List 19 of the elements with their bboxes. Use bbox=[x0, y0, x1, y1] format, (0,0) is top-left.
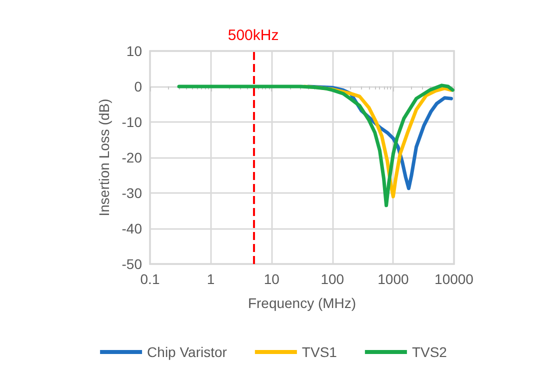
y-tick-label: -30 bbox=[122, 185, 142, 201]
y-tick-label: -40 bbox=[122, 220, 142, 236]
x-tick-label: 10 bbox=[264, 271, 280, 287]
y-axis-title: Insertion Loss (dB) bbox=[96, 98, 112, 216]
y-tick-label: -10 bbox=[122, 114, 142, 130]
x-tick-label: 100 bbox=[320, 271, 344, 287]
y-tick-label: -50 bbox=[122, 256, 142, 272]
x-tick-label: 10000 bbox=[434, 271, 474, 287]
ref-line-label: 500kHz bbox=[228, 27, 279, 44]
legend-label: TVS1 bbox=[302, 344, 338, 360]
y-tick-label: 10 bbox=[126, 43, 142, 59]
x-tick-label: 1 bbox=[206, 271, 215, 287]
legend-label: Chip Varistor bbox=[147, 344, 228, 360]
y-tick-label: 0 bbox=[134, 78, 142, 94]
x-axis-title: Frequency (MHz) bbox=[248, 295, 356, 311]
x-tick-label: 1000 bbox=[378, 271, 409, 287]
legend-label: TVS2 bbox=[412, 344, 448, 360]
y-tick-label: -20 bbox=[122, 150, 142, 166]
x-tick-label: 0.1 bbox=[140, 271, 160, 287]
